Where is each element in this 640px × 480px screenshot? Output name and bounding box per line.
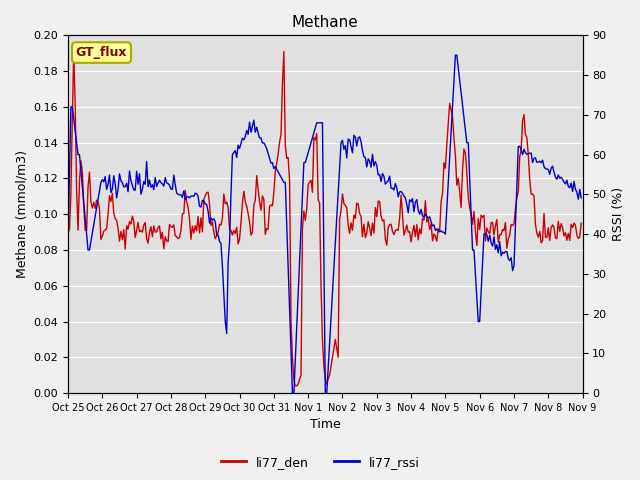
Y-axis label: Methane (mmol/m3): Methane (mmol/m3) xyxy=(15,150,28,278)
li77_den xyxy=(552,235,559,241)
li77_rssi xyxy=(217,240,225,246)
Y-axis label: RSSI (%): RSSI (%) xyxy=(612,187,625,241)
Title: Methane: Methane xyxy=(292,15,358,30)
li77_den xyxy=(280,49,288,55)
Line: li77_rssi: li77_rssi xyxy=(68,55,581,393)
li77_den xyxy=(291,383,299,389)
Line: li77_den: li77_den xyxy=(68,52,581,386)
X-axis label: Time: Time xyxy=(310,419,340,432)
li77_den xyxy=(290,376,298,382)
li77_rssi xyxy=(552,174,559,180)
li77_rssi xyxy=(234,143,242,148)
li77_den xyxy=(577,220,585,226)
li77_den xyxy=(64,231,72,237)
Legend: li77_den, li77_rssi: li77_den, li77_rssi xyxy=(216,451,424,474)
li77_rssi xyxy=(577,195,585,201)
li77_rssi xyxy=(452,52,460,58)
li77_rssi xyxy=(64,239,72,245)
li77_rssi xyxy=(127,178,135,184)
Text: GT_flux: GT_flux xyxy=(76,46,127,59)
li77_den xyxy=(234,241,242,247)
li77_den xyxy=(243,204,250,209)
li77_den xyxy=(217,222,225,228)
li77_rssi xyxy=(243,128,250,133)
li77_rssi xyxy=(290,390,298,396)
li77_rssi xyxy=(289,390,296,396)
li77_den xyxy=(127,221,135,227)
